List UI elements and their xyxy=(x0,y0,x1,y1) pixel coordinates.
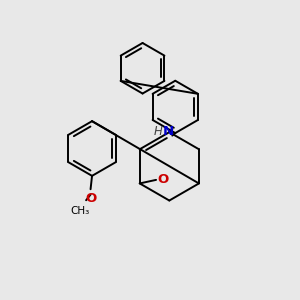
Text: CH₃: CH₃ xyxy=(70,206,90,216)
Text: N: N xyxy=(162,124,173,138)
Text: O: O xyxy=(85,192,96,205)
Text: O: O xyxy=(158,173,169,186)
Text: H: H xyxy=(154,124,163,138)
